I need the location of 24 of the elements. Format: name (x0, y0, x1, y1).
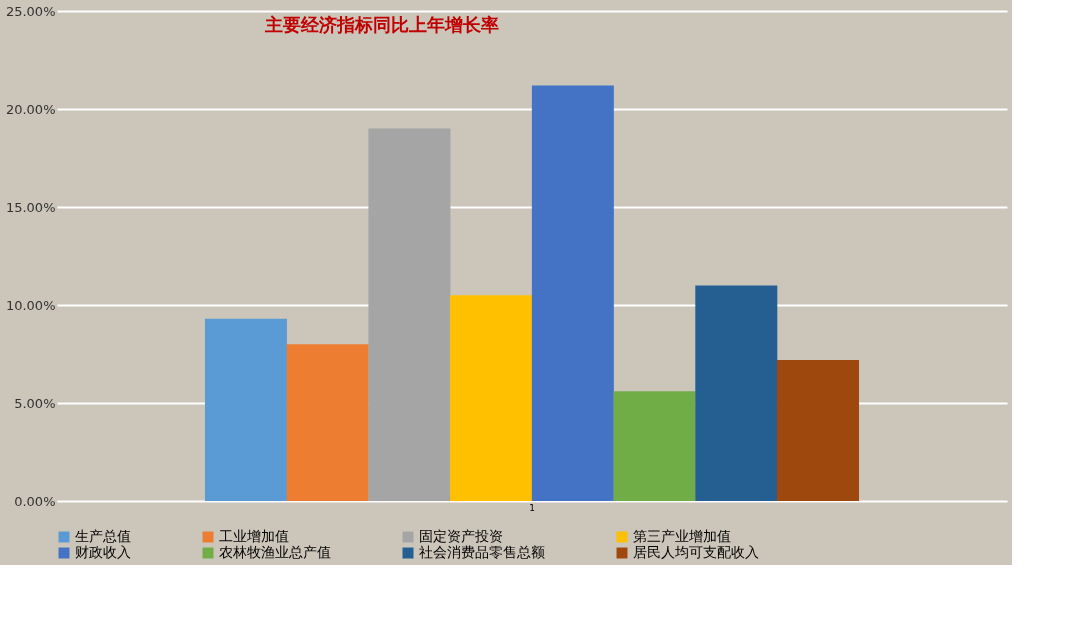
y-tick-label: 20.00% (5, 101, 56, 117)
chart-title: 主要经济指标同比上年增长率 (264, 14, 499, 35)
legend-label: 农林牧渔业总产值 (219, 544, 331, 560)
legend-label: 工业增加值 (219, 528, 289, 544)
legend-label: 固定资产投资 (419, 528, 503, 544)
legend-label: 第三产业增加值 (633, 528, 731, 544)
legend-label: 居民人均可支配收入 (633, 544, 759, 560)
bar (368, 128, 451, 501)
bar (777, 359, 860, 501)
x-tick-label: 1 (529, 502, 535, 513)
bar (450, 295, 533, 501)
y-tick-label: 10.00% (5, 297, 56, 313)
y-tick-label: 25.00% (5, 3, 56, 19)
legend-label: 社会消费品零售总额 (419, 544, 545, 560)
legend-label: 财政收入 (75, 544, 131, 560)
y-tick-label: 0.00% (14, 493, 56, 509)
y-tick-label: 5.00% (14, 395, 56, 411)
bar (613, 391, 696, 501)
bar (695, 285, 778, 501)
legend-label: 生产总值 (75, 528, 131, 544)
bar (531, 85, 614, 501)
bar (204, 318, 287, 501)
bar (286, 344, 369, 501)
y-tick-label: 15.00% (5, 199, 56, 215)
